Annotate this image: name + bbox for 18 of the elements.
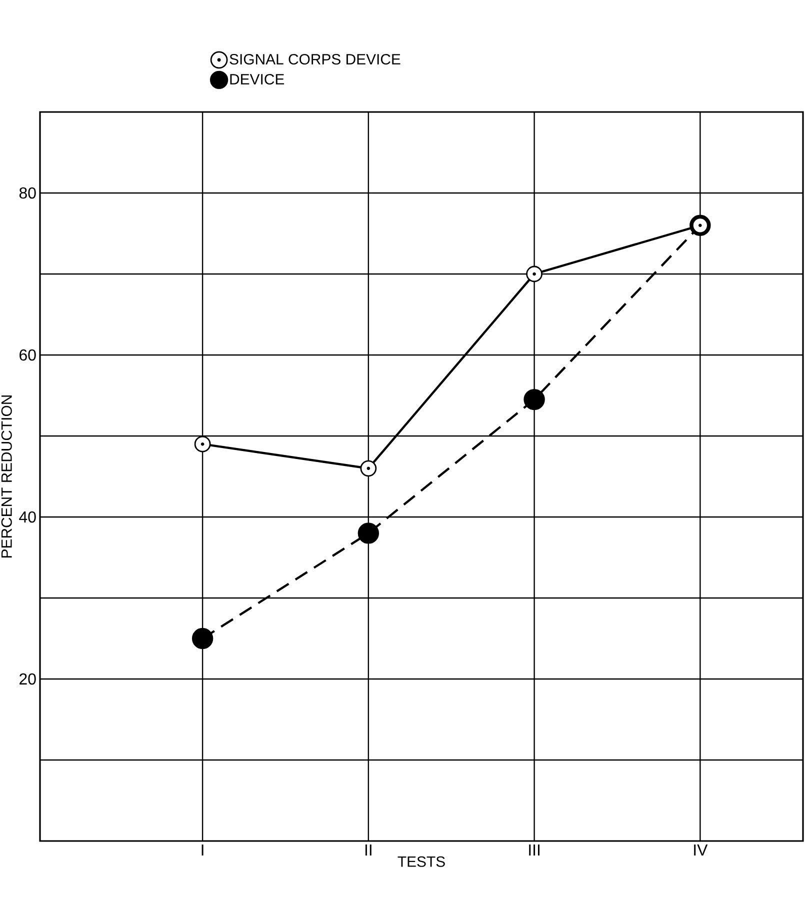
- y-tick-label: 60: [20, 349, 36, 361]
- point: [358, 522, 380, 544]
- point: [192, 628, 214, 650]
- point: [524, 388, 545, 410]
- x-tick-label: IV: [694, 844, 708, 856]
- point: [526, 266, 542, 282]
- x-tick-label: II: [365, 844, 372, 856]
- x-tick-label: III: [529, 844, 540, 856]
- y-axis-title: PERCENT REDUCTION: [1, 396, 12, 558]
- point: [194, 436, 211, 452]
- y-tick-label: 20: [20, 673, 36, 685]
- y-tick-label: 80: [19, 187, 36, 199]
- y-tick-label: 40: [19, 511, 36, 523]
- legend-label: DEVICE: [230, 74, 284, 85]
- point: [360, 460, 377, 477]
- x-tick-label: I: [202, 844, 204, 856]
- legend-label: SIGNAL CORPS DEVICE: [230, 54, 400, 65]
- x-axis-title: TESTS: [398, 856, 445, 867]
